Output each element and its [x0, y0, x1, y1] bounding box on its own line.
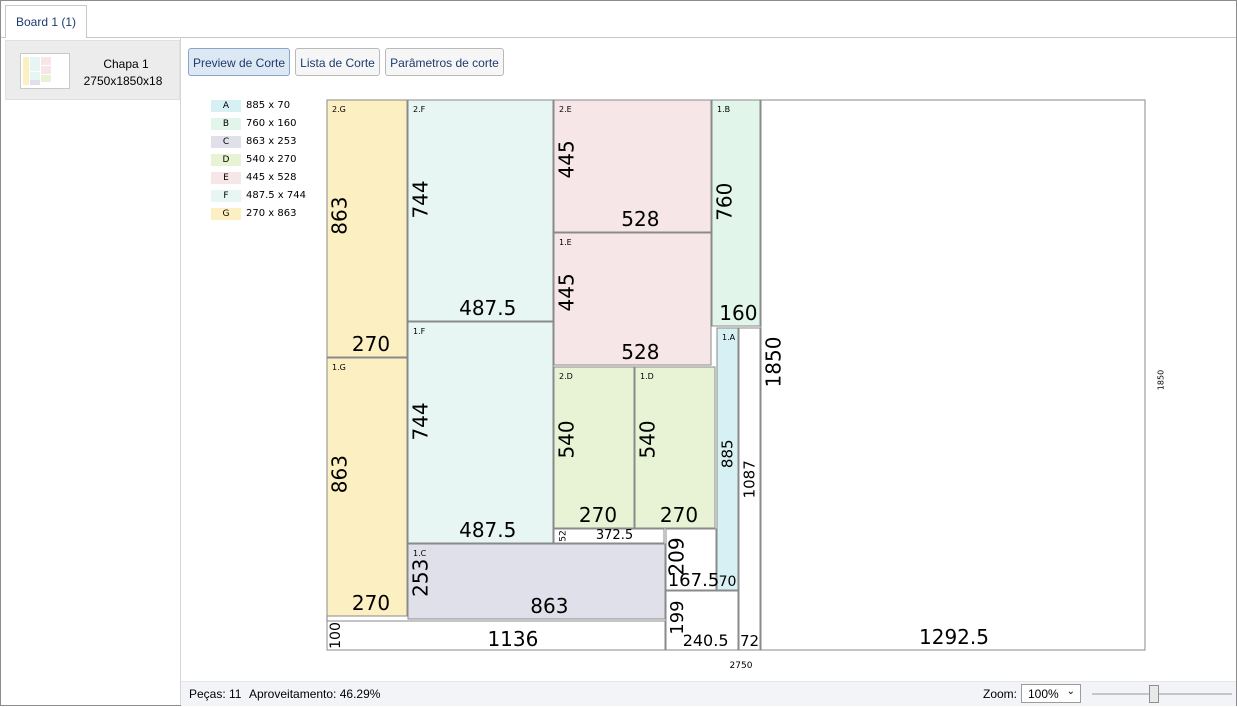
cut-piece: [711, 99, 761, 327]
piece-id-label: 2.E: [559, 105, 572, 114]
legend-size: 445 x 528: [246, 172, 297, 183]
piece-height-label: 744: [409, 402, 433, 440]
cut-piece: [326, 99, 408, 358]
legend-size: 760 x 160: [246, 118, 297, 129]
legend-swatch: G: [211, 208, 241, 220]
cut-piece: [553, 99, 712, 233]
piece-id-label: 1.F: [413, 327, 426, 336]
legend-swatch: E: [211, 172, 241, 184]
offcut: [665, 590, 739, 651]
parametros-corte-button[interactable]: Parâmetros de corte: [385, 48, 504, 76]
cut-piece: [407, 543, 666, 620]
legend-swatch: A: [211, 100, 241, 112]
piece-id-label: 1.D: [640, 372, 654, 381]
offcut-height-label: 100: [328, 622, 344, 649]
offcut: [553, 528, 665, 544]
tab-board-1[interactable]: Board 1 (1): [5, 5, 88, 39]
legend-size: 487.5 x 744: [246, 190, 306, 201]
offcut-width-label: 167.5: [668, 570, 720, 591]
piece-width-label: 270: [660, 503, 698, 527]
chevron-down-icon: ⌄: [1066, 686, 1075, 697]
piece-id-label: 2.F: [413, 105, 426, 114]
piece-width-label: 70: [719, 574, 737, 590]
offcut-height-label: 1850: [762, 337, 786, 388]
legend-size: 270 x 863: [246, 208, 297, 219]
offcut-height-label: 209: [665, 537, 689, 575]
piece-width-label: 270: [352, 591, 390, 615]
tab-bar: Board 1 (1): [1, 1, 1236, 39]
offcut: [738, 327, 761, 651]
preview-corte-button[interactable]: Preview de Corte: [188, 48, 290, 76]
piece-width-label: 528: [621, 207, 659, 231]
usage-percentage: Aproveitamento: 46.29%: [249, 687, 381, 701]
board-list-sidebar: Chapa 1 2750x1850x18: [1, 38, 181, 705]
piece-id-label: 1.A: [722, 333, 736, 342]
legend-swatch: F: [211, 190, 241, 202]
piece-width-label: 487.5: [459, 296, 516, 320]
board-height-label: 1850: [1157, 370, 1166, 390]
piece-width-label: 270: [352, 332, 390, 356]
offcut: [760, 99, 1146, 651]
piece-height-label: 863: [328, 197, 352, 235]
offcut-width-label: 240.5: [683, 631, 729, 650]
piece-height-label: 540: [636, 420, 660, 458]
legend-size: 885 x 70: [246, 100, 291, 111]
piece-width-label: 528: [621, 340, 659, 364]
board-list-item[interactable]: Chapa 1 2750x1850x18: [5, 40, 180, 100]
legend-size: 540 x 270: [246, 154, 297, 165]
board-width-label: 2750: [730, 661, 753, 671]
legend-swatch: C: [211, 136, 241, 148]
cut-piece: [407, 99, 554, 322]
board-name: Chapa 1: [103, 57, 149, 71]
piece-height-label: 445: [555, 140, 579, 178]
zoom-value: 100%: [1028, 687, 1059, 701]
offcut-height-label: 199: [667, 600, 688, 634]
zoom-slider-track[interactable]: [1092, 693, 1232, 695]
piece-id-label: 1.E: [559, 238, 572, 247]
offcut-width-label: 72: [740, 632, 759, 650]
piece-id-label: 2.G: [332, 105, 346, 114]
cut-piece: [553, 232, 712, 366]
offcut-width-label: 372.5: [596, 528, 633, 543]
piece-height-label: 744: [409, 180, 433, 218]
offcut: [665, 528, 717, 591]
lista-corte-button[interactable]: Lista de Corte: [295, 48, 380, 76]
legend-swatch: B: [211, 118, 241, 130]
piece-height-label: 253: [409, 559, 433, 597]
offcut-height-label: 1087: [741, 460, 759, 498]
offcut-height-label: 52: [559, 530, 569, 542]
piece-width-label: 487.5: [459, 518, 516, 542]
piece-width-label: 160: [719, 301, 757, 325]
offcut-width-label: 1136: [487, 627, 538, 651]
board-thumbnail: [20, 53, 70, 89]
zoom-label: Zoom:: [983, 687, 1018, 701]
offcut-width-label: 1292.5: [919, 625, 989, 649]
cut-piece: [634, 366, 716, 529]
piece-height-label: 885: [719, 439, 737, 468]
piece-height-label: 445: [555, 273, 579, 311]
pieces-count: Peças: 11: [189, 687, 242, 701]
cut-piece: [326, 357, 408, 617]
cut-piece: [553, 366, 635, 529]
cut-piece: [407, 321, 554, 544]
piece-id-label: 1.B: [717, 105, 730, 114]
piece-width-label: 863: [530, 594, 568, 618]
piece-id-label: 1.G: [332, 363, 346, 372]
cut-piece: [716, 327, 739, 591]
zoom-slider-thumb[interactable]: [1149, 685, 1159, 703]
piece-width-label: 270: [579, 503, 617, 527]
piece-height-label: 540: [555, 420, 579, 458]
legend-swatch: D: [211, 154, 241, 166]
zoom-select[interactable]: 100% ⌄: [1021, 684, 1081, 703]
piece-height-label: 760: [713, 183, 737, 221]
piece-id-label: 2.D: [559, 372, 573, 381]
offcut: [326, 620, 666, 651]
legend-size: 863 x 253: [246, 136, 297, 147]
board-dimensions: 2750x1850x18: [83, 74, 163, 88]
piece-height-label: 863: [328, 455, 352, 493]
piece-id-label: 1.C: [413, 549, 427, 558]
